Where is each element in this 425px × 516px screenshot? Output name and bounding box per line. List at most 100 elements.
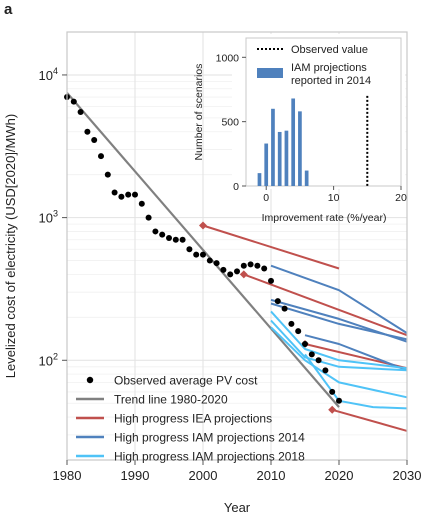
legend-label: High progress IAM projections 2014 [114, 431, 305, 445]
iea-projection-line [243, 273, 408, 337]
observed-point [213, 260, 220, 267]
observed-point [138, 200, 145, 207]
iam-2014-projection-line [304, 334, 408, 372]
inset-content: 0 10 20 0 500 1000 [216, 52, 407, 204]
inset-legend-label-line: reported in 2014 [291, 75, 371, 87]
inset-x-axis-label: Improvement rate (%/year) [262, 212, 387, 224]
inset-y-tick-label: 1000 [216, 52, 240, 64]
observed-point [234, 268, 240, 275]
observed-point [302, 341, 308, 348]
inset-y-axis-label: Number of scenarios [193, 64, 205, 161]
panel-label: a [4, 1, 13, 18]
inset-y-tick-label: 500 [221, 117, 239, 129]
inset-legend-label: IAM projections reported in 2014 [291, 62, 371, 87]
y-tick-base: 10 [39, 211, 53, 226]
observed-point [254, 262, 261, 269]
histogram-bar [298, 111, 302, 186]
iea-projection-line [331, 408, 408, 432]
histogram-bar [264, 143, 269, 186]
iea-start-marker [199, 221, 207, 230]
legend-label: High progress IAM projections 2018 [114, 450, 305, 464]
observed-point [172, 236, 179, 243]
iam-2018-projection-line [304, 353, 408, 410]
main-y-axis-label: Levelized cost of electricity (USD[2020]… [3, 114, 18, 378]
observed-point [104, 171, 111, 178]
iea-start-marker [239, 270, 248, 279]
inset-plot-frame [245, 37, 402, 187]
observed-point [193, 251, 200, 258]
main-plot-frame [66, 31, 408, 461]
observed-point [132, 191, 138, 198]
histogram-bar [271, 108, 275, 186]
x-tick-label: 1980 [53, 468, 82, 483]
observed-point [288, 320, 295, 327]
main-series [64, 92, 408, 432]
main-x-axis-label: Year [224, 500, 251, 515]
histogram-bar [284, 130, 289, 186]
inset-legend-label-line: IAM projections [291, 62, 367, 74]
observed-point [166, 234, 172, 241]
iam-2018-projection-line [270, 310, 408, 370]
histogram-bar [257, 173, 262, 186]
x-tick-label: 2030 [393, 468, 422, 483]
observed-point [227, 271, 234, 278]
y-tick-base: 10 [39, 353, 53, 368]
legend-label: High progress IEA projections [114, 412, 272, 426]
observed-point [77, 108, 84, 115]
x-tick-label: 2000 [189, 468, 218, 483]
inset-x-tick-label: 20 [395, 192, 407, 204]
observed-point [274, 298, 281, 305]
y-tick-label: 104 [39, 66, 58, 83]
observed-point [70, 98, 77, 105]
y-tick-exponent: 2 [53, 351, 58, 361]
observed-point [240, 262, 247, 269]
iam-2014-projection-line [270, 264, 408, 334]
iea-projection-line [202, 224, 340, 270]
inset-y-tick-label: 0 [233, 181, 239, 193]
trend-line [66, 92, 340, 408]
observed-point [84, 128, 91, 135]
observed-point [111, 189, 118, 196]
y-tick-label: 102 [39, 351, 58, 368]
observed-point [179, 236, 186, 243]
observed-point [247, 261, 254, 268]
x-tick-label: 2020 [325, 468, 354, 483]
observed-point [308, 351, 315, 358]
main-legend: Observed average PV cost Trend line 1980-… [76, 374, 305, 464]
observed-point [329, 388, 336, 395]
iea-start-marker [328, 405, 337, 414]
legend-marker [86, 376, 94, 384]
observed-point [206, 257, 213, 264]
iam-2014-projection-line [270, 302, 408, 341]
histogram-bar [291, 98, 296, 186]
inset-x-tick-label: 0 [263, 192, 269, 204]
observed-point [322, 367, 329, 374]
y-tick-label: 103 [39, 209, 58, 226]
observed-point [159, 231, 166, 238]
iam-2018-projection-line [270, 319, 408, 372]
observed-point [336, 397, 342, 404]
observed-point [295, 328, 302, 335]
observed-point [152, 228, 159, 235]
inset-legend-patch [257, 68, 283, 78]
inset-legend: Observed value IAM projections reported in… [257, 44, 371, 87]
observed-point [220, 266, 227, 273]
observed-point [125, 191, 132, 198]
observed-point [91, 136, 98, 143]
inset-x-tick-label: 10 [328, 192, 340, 204]
observed-point [268, 277, 274, 284]
observed-point [261, 265, 268, 272]
iam-2018-projection-line [270, 326, 408, 399]
observed-point [281, 305, 288, 312]
histogram-bar [277, 131, 282, 186]
y-tick-exponent: 3 [53, 209, 58, 219]
legend-label: Observed average PV cost [114, 374, 258, 388]
x-tick-label: 1990 [121, 468, 150, 483]
inset-legend-label: Observed value [291, 44, 368, 56]
y-tick-base: 10 [39, 68, 53, 83]
observed-point [98, 153, 104, 160]
observed-point [118, 193, 125, 200]
observed-point [200, 251, 206, 258]
